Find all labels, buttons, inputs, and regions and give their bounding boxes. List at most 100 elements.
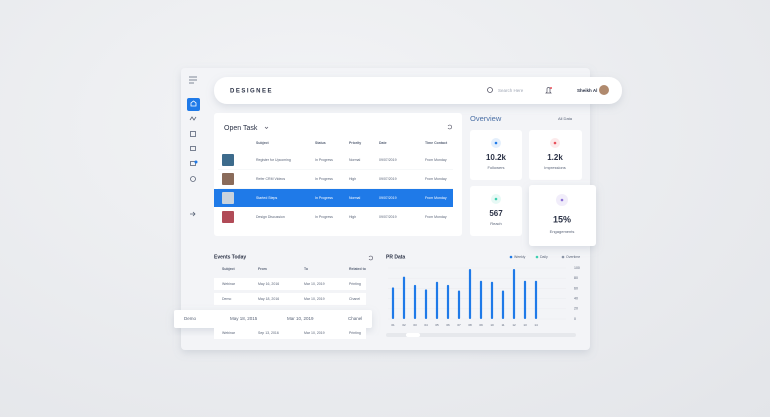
row-bg[interactable] [214,293,366,305]
y-tick-label: 60 [574,286,578,290]
nav-settings[interactable] [190,176,196,182]
filter-dropdown[interactable]: All Data [558,116,573,121]
cell: Design Discussion [256,215,285,219]
cell: Refer CRM Videos [256,177,285,181]
nav-calendar[interactable] [190,131,196,137]
legend-dot [561,255,565,259]
cell: Demo [222,297,231,301]
cell: In Progress [315,215,333,219]
cell: In Progress [315,196,333,200]
cell: High [349,215,356,219]
cell: From Monday [425,196,447,200]
legend-label: Overtime [566,255,580,259]
cell: Demo [184,316,197,321]
cell: Mar 10, 2019 [304,331,325,335]
dropdown-icon[interactable] [264,126,269,129]
x-tick-label: 01 [391,323,395,327]
cell: May 16, 2016 [258,282,279,286]
column-header: Priority [349,141,361,145]
bar [534,280,538,319]
section-title: Overview [470,114,502,123]
stat-value: 567 [489,209,503,218]
stat-card [470,130,522,180]
column-header: To [304,267,308,271]
x-tick-label: 03 [413,323,417,327]
brand: DESIGNEE [230,89,273,95]
bar [457,290,461,319]
section-title: Events Today [214,254,246,260]
legend-dot [509,255,513,259]
stat-value: 15% [553,214,571,224]
cell: Mar 10, 2019 [287,316,314,321]
nav-camera[interactable] [190,146,196,151]
stat-icon-dot [560,198,564,202]
stat-label: Impressions [544,165,566,170]
cell: Chanel [349,297,360,301]
cell: 09/07/2019 [379,177,397,181]
bar [413,284,417,319]
nav-home[interactable] [187,98,200,111]
search-icon[interactable] [487,87,493,93]
notification-dot [550,87,552,89]
stat-value: 10.2k [486,153,507,162]
bell-icon[interactable] [545,87,552,94]
bar [435,281,439,319]
task-thumbnail [222,211,234,223]
menu-icon[interactable] [189,76,197,84]
y-tick-label: 100 [574,266,580,270]
stat-label: Reach [490,221,502,226]
column-header: Status [315,141,326,145]
column-header: Subject [222,267,235,271]
cell: Printing [349,282,361,286]
cell: Chanel [348,316,362,321]
cell: 09/07/2019 [379,196,397,200]
y-tick-label: 20 [574,307,578,311]
cell: Webinar [222,331,236,335]
refresh-icon[interactable] [368,255,373,261]
row-bg[interactable] [214,327,366,339]
bar [523,280,527,319]
stat-label: Engagements [550,229,575,234]
bar [512,269,516,319]
stat-label: Followers [487,165,504,170]
refresh-icon[interactable] [447,124,452,130]
x-tick-label: 08 [468,323,472,327]
cell: May 18, 2015 [230,316,258,321]
y-tick-label: 40 [574,297,578,301]
legend-label: Weekly [514,255,526,259]
x-tick-label: 06 [446,323,450,327]
x-tick-label: 14 [534,323,538,327]
bar [446,284,450,319]
scroll-thumb[interactable] [406,333,420,337]
stat-card [470,186,522,236]
avatar[interactable] [599,85,609,95]
cell: Webinar [222,282,236,286]
row-bg[interactable] [214,278,366,290]
nav-logout[interactable] [190,211,196,217]
bar [391,287,395,319]
cell: Started Steps [256,196,277,200]
column-header: Date [379,141,387,145]
scrollbar[interactable] [386,333,576,337]
cell: In Progress [315,158,333,162]
task-thumbnail [222,173,234,185]
stat-icon-dot [553,141,557,145]
user-name[interactable]: Sheikh Al [577,88,597,93]
search-input[interactable]: Search Here [498,88,524,93]
x-tick-label: 02 [402,323,406,327]
column-header: Related to [349,267,366,271]
selected-row[interactable] [214,189,453,207]
cell: From Monday [425,215,447,219]
column-header: From [258,267,267,271]
cell: Mar 10, 2019 [304,297,325,301]
floating-row[interactable] [174,310,372,328]
stat-value: 1.2k [547,153,563,162]
nav-messages[interactable] [190,161,196,166]
nav-activity[interactable] [189,116,197,121]
x-tick-label: 10 [490,323,494,327]
cell: From Monday [425,177,447,181]
stat-card-elevated [529,185,596,246]
card-title: Open Task [224,125,258,132]
bar [501,290,505,319]
x-tick-label: 11 [501,323,504,327]
